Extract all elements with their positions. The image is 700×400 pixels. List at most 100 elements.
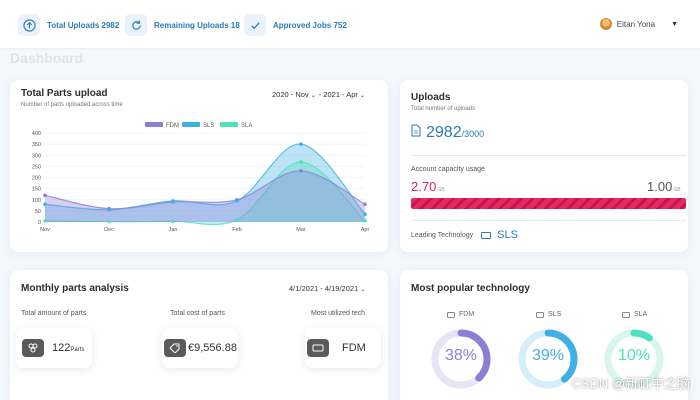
stat-approved-jobs[interactable]: Approved Jobs 752: [244, 14, 347, 36]
capacity-used: 2.70GB: [411, 179, 445, 194]
tech-label-sls: SLS: [536, 311, 561, 318]
area-sla: [45, 161, 365, 225]
total-amount-unit: Parts: [70, 347, 85, 353]
point-sla: [235, 217, 239, 222]
stat-approved-jobs-label: Approved Jobs 752: [273, 20, 347, 30]
check-icon: [244, 14, 266, 36]
chevron-down-icon: ⌄: [359, 93, 365, 99]
user-menu[interactable]: Eitan Yona ▼: [599, 18, 678, 30]
chevron-down-icon: ⌄: [310, 93, 316, 99]
stat-remaining-uploads[interactable]: Remaining Uploads 18: [125, 14, 240, 36]
x-tick-label: Feb: [232, 227, 241, 233]
printer-icon: [481, 231, 492, 239]
parts-area-chart: FDM SLS SLA 0 50 100 150 200 250 300 350 400 Nov De…: [32, 122, 369, 233]
watermark: CSDN @新缸中之脑: [571, 376, 690, 391]
date-from[interactable]: 2020 - Nov: [272, 90, 309, 99]
stat-remaining-uploads-label: Remaining Uploads 18: [154, 20, 240, 30]
monthly-date-range[interactable]: 4/1/2021 - 4/19/2021 ⌄: [289, 284, 368, 293]
uploads-total: /3000: [461, 129, 485, 139]
point-fdm: [363, 202, 367, 206]
legend-label-sls: SLS: [203, 123, 214, 129]
top-bar: Total Uploads 2982 Remaining Uploads 18 …: [0, 0, 700, 48]
y-tick-label: 50: [35, 209, 41, 215]
legend-swatch-sla: [220, 122, 238, 127]
capacity-max-unit: GB: [673, 187, 681, 193]
y-tick-label: 200: [32, 176, 41, 182]
x-tick-label: Jan: [169, 227, 178, 233]
avatar: [599, 18, 612, 30]
document-icon: [411, 124, 421, 137]
point-sls: [363, 212, 367, 217]
parts-chart-title: Total Parts upload: [21, 88, 108, 99]
point-sls: [43, 202, 47, 206]
capacity-max: 1.00GB: [647, 179, 681, 194]
tech-name: SLA: [634, 311, 648, 318]
legend-label-sla: SLA: [241, 123, 252, 129]
page-title: Dashboard: [10, 50, 84, 66]
x-tick-label: Dec: [104, 227, 114, 233]
point-sls: [235, 199, 239, 203]
printer-icon: [622, 311, 630, 318]
upload-icon: [18, 14, 40, 36]
capacity-bar: [411, 198, 686, 209]
monthly-date-value[interactable]: 4/1/2021 - 4/19/2021: [289, 284, 359, 293]
x-axis: Nov Dec Jan Feb Mar Apr: [40, 227, 369, 233]
chart-points: [43, 142, 367, 224]
monthly-title: Monthly parts analysis: [21, 283, 129, 294]
uploads-count: 2982: [426, 124, 462, 141]
donut-percent-sla: 10%: [617, 347, 651, 364]
x-tick-label: Mar: [296, 227, 306, 233]
stat-total-uploads-label: Total Uploads 2982: [47, 20, 120, 30]
most-utilized-label: Most utilized tech: [311, 310, 366, 317]
stat-total-uploads[interactable]: Total Uploads 2982: [18, 14, 119, 36]
line-sla: [44, 161, 366, 226]
y-tick-label: 150: [32, 187, 41, 193]
point-sla: [107, 219, 111, 224]
total-cost-tile: €9,556.88: [162, 328, 238, 368]
total-amount-label: Total amount of parts: [21, 310, 87, 317]
tech-label-fdm: FDM: [447, 311, 474, 318]
x-tick-label: Nov: [40, 227, 50, 233]
total-amount-value: 122Parts: [52, 342, 84, 354]
capacity-used-unit: GB: [437, 187, 445, 193]
uploads-title: Uploads: [411, 92, 451, 103]
leading-tech-label: Leading Technology: [411, 231, 474, 239]
legend-label-fdm: FDM: [166, 123, 179, 129]
x-tick-label: Apr: [361, 227, 370, 233]
uploads-subtitle: Total number of uploads: [411, 106, 476, 112]
capacity-label: Account capacity usage: [411, 166, 485, 173]
chart-series: [44, 143, 366, 226]
y-tick-label: 250: [32, 164, 41, 170]
chart-date-range[interactable]: 2020 - Nov ⌄ - 2021 - Apr ⌄: [272, 90, 368, 99]
donut-arc-sla: [604, 329, 664, 389]
most-utilized-value: FDM: [342, 342, 366, 354]
y-tick-label: 100: [32, 198, 41, 204]
point-fdm: [43, 193, 47, 198]
leading-tech-value: SLS: [497, 229, 518, 241]
y-axis: 0 50 100 150 200 250 300 350 400: [32, 131, 41, 226]
chevron-down-icon: ▼: [671, 20, 678, 28]
capacity-max-value: 1.00: [647, 179, 673, 194]
chevron-down-icon: ⌄: [360, 287, 366, 293]
tech-label-sla: SLA: [622, 311, 647, 318]
point-sls: [107, 207, 111, 212]
y-tick-label: 350: [32, 142, 41, 148]
point-sla: [363, 219, 367, 223]
uploads-count-row: 2982 /3000: [411, 124, 484, 142]
user-name: Eitan Yona: [616, 19, 656, 29]
legend-swatch-sls: [182, 122, 200, 127]
uploads-card: [400, 80, 688, 252]
chart-legend: FDM SLS SLA: [145, 122, 252, 129]
y-tick-label: 300: [32, 153, 41, 159]
date-to[interactable]: - 2021 - Apr: [318, 90, 358, 99]
donut-arc-sls: [518, 329, 578, 389]
donut-percent-sls: 39%: [531, 347, 565, 364]
area-sls: [45, 144, 365, 222]
total-amount-number: 122: [52, 342, 71, 354]
total-cost-value: €9,556.88: [188, 342, 237, 354]
tag-icon: [164, 339, 186, 357]
tech-name: SLS: [548, 311, 562, 318]
refresh-icon: [125, 14, 147, 36]
line-sls: [44, 143, 366, 215]
popular-title: Most popular technology: [411, 283, 530, 294]
